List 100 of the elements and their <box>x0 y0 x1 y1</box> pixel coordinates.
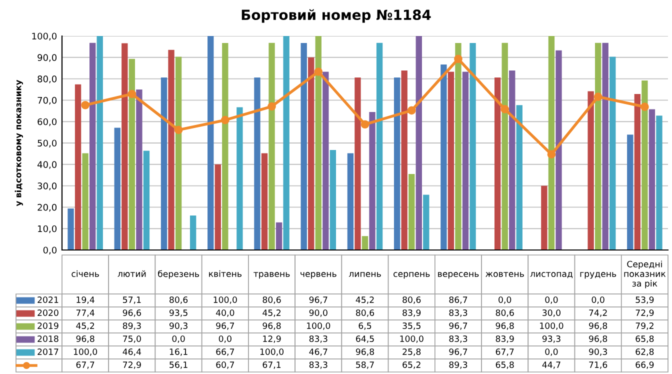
y-tick-label: 20,0 <box>38 204 57 212</box>
data-label: 45,2 <box>356 296 374 304</box>
point <box>500 105 510 114</box>
bar <box>254 78 260 250</box>
bar <box>376 42 383 250</box>
point <box>594 92 602 101</box>
bar <box>470 43 476 250</box>
y-tick-label: 80,0 <box>38 76 57 84</box>
data-label: 35,5 <box>402 322 420 330</box>
data-label: 83,3 <box>309 335 328 343</box>
data-label: 25,8 <box>402 348 421 356</box>
bar <box>642 80 648 250</box>
x-tick-label: березень <box>158 270 200 279</box>
x-tick-label: квітень <box>209 270 242 277</box>
data-label: 96,7 <box>449 322 468 330</box>
bar <box>394 78 400 250</box>
y-tick-label: 0,0 <box>43 246 57 254</box>
bar <box>208 36 214 250</box>
data-label: 90,3 <box>169 322 188 330</box>
data-label: 100,0 <box>214 296 237 304</box>
data-label: 57,1 <box>123 296 141 304</box>
data-label: 93,5 <box>169 309 188 317</box>
x-tick-label: червень <box>300 272 336 279</box>
bar <box>548 36 555 250</box>
data-label: 80,6 <box>170 296 188 304</box>
x-tick-label: серпень <box>394 272 430 279</box>
x-tick-label: листопад <box>530 272 572 278</box>
data-label: 83,9 <box>496 335 514 343</box>
bar <box>423 194 430 250</box>
data-label: 100,0 <box>260 348 284 356</box>
bar <box>541 186 548 250</box>
data-label: 0,0 <box>172 335 185 343</box>
data-label: 16,1 <box>170 348 188 356</box>
bar <box>634 94 641 250</box>
legend-label: 2021 <box>38 296 58 303</box>
legend-label: 2017 <box>38 348 58 355</box>
bar <box>455 43 462 250</box>
data-label: 46,4 <box>122 348 142 356</box>
bar <box>261 153 268 250</box>
data-label: 80,6 <box>356 309 374 317</box>
data-label: 89,3 <box>122 322 141 330</box>
data-label: 100,0 <box>74 348 98 356</box>
bar <box>82 153 88 250</box>
data-label: 0,0 <box>218 335 232 343</box>
bar <box>74 84 82 250</box>
data-label: 89,3 <box>449 361 468 369</box>
bar <box>89 42 96 250</box>
bar <box>190 216 196 250</box>
bar <box>283 36 290 250</box>
bar <box>610 56 616 250</box>
data-label: 53,9 <box>636 296 654 304</box>
point <box>454 54 462 64</box>
data-label: 65,8 <box>636 335 654 343</box>
data-label: 96,8 <box>589 335 608 343</box>
bar <box>462 72 469 250</box>
point <box>360 120 370 129</box>
data-label: 83,9 <box>402 309 421 317</box>
x-tick-label: травень <box>254 272 290 279</box>
bar <box>369 112 376 250</box>
bar <box>330 150 336 250</box>
bar <box>602 42 608 250</box>
data-label: 67,1 <box>262 361 281 369</box>
data-label: 65,2 <box>402 361 420 369</box>
bar <box>136 90 142 250</box>
bar <box>416 36 422 250</box>
data-label: 80,6 <box>402 296 421 304</box>
data-label: 0,0 <box>545 296 558 304</box>
bar <box>594 42 602 250</box>
data-label: 83,3 <box>449 309 468 317</box>
point <box>174 126 183 134</box>
data-label: 100,0 <box>307 322 330 330</box>
bar <box>362 236 368 250</box>
data-label: 100,0 <box>540 322 564 330</box>
bar <box>448 72 454 250</box>
point <box>128 90 136 98</box>
data-label: 90,3 <box>589 348 607 356</box>
data-label: 60,7 <box>216 361 234 369</box>
data-label: 0,0 <box>498 296 512 304</box>
y-tick-label: 90,0 <box>38 54 57 62</box>
data-label: 6,5 <box>358 322 372 330</box>
bar <box>656 116 662 250</box>
x-tick-label: лютий <box>118 270 146 277</box>
point <box>81 100 90 110</box>
point <box>268 102 276 111</box>
x-tick-label: грудень <box>580 272 616 279</box>
data-label: 64,5 <box>356 335 374 343</box>
bar <box>128 58 136 250</box>
bar <box>408 174 415 250</box>
bar <box>143 150 150 250</box>
data-label: 67,7 <box>76 361 94 369</box>
bar <box>96 36 103 250</box>
data-label: 62,8 <box>636 348 654 356</box>
bar <box>114 128 120 250</box>
legend-label: 2020 <box>38 309 58 316</box>
legend-label: 2018 <box>38 335 58 342</box>
bar <box>236 107 243 250</box>
bar <box>300 43 307 250</box>
data-label: 45,2 <box>76 322 94 330</box>
data-label: 44,7 <box>542 362 560 369</box>
data-label: 71,6 <box>589 361 608 369</box>
